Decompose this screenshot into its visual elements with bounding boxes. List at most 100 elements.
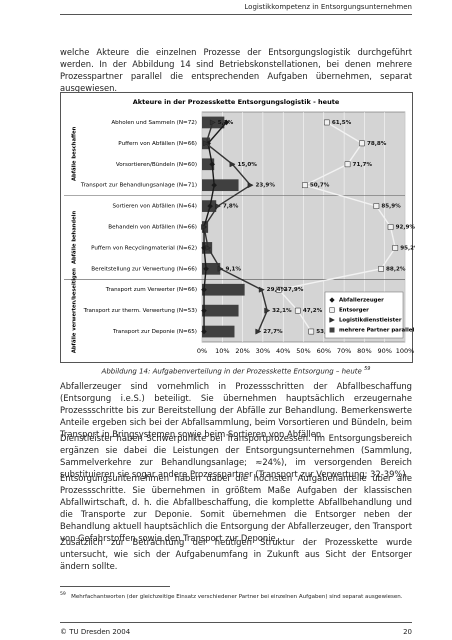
x-tick-label: 10% xyxy=(215,347,229,355)
marker xyxy=(217,265,224,272)
data-label: 61,5% xyxy=(332,120,352,126)
marker xyxy=(214,203,221,210)
legend-label: mehrere Partner parallel xyxy=(339,328,414,334)
marker xyxy=(201,223,208,231)
category-label: Bereitstellung zur Verwertung (N=66) xyxy=(91,266,197,272)
data-label: 27,7% xyxy=(263,329,283,335)
data-label: 85,9% xyxy=(381,204,401,210)
paragraph: Dienstleister haben Schwerpunkte bei Tra… xyxy=(60,433,412,479)
bar xyxy=(202,262,221,275)
marker xyxy=(207,203,214,210)
x-tick-label: 60% xyxy=(317,347,331,355)
marker xyxy=(201,328,207,335)
marker xyxy=(387,224,394,230)
marker xyxy=(392,245,399,251)
marker xyxy=(255,328,262,335)
marker xyxy=(302,182,308,189)
marker xyxy=(359,140,365,147)
marker xyxy=(247,182,254,189)
chart-title: Akteure in der Prozesskette Entsorgungsl… xyxy=(133,98,340,106)
data-label: 47,2% xyxy=(303,308,323,314)
x-tick-label: 70% xyxy=(337,347,351,355)
marker xyxy=(294,307,301,314)
marker xyxy=(258,286,265,293)
marker xyxy=(344,161,351,168)
category-label: Sortieren von Abfällen (N=64) xyxy=(113,204,197,210)
category-label: Puffern von Recyclingmaterial (N=62) xyxy=(91,245,197,251)
marker xyxy=(209,161,216,168)
x-tick-label: 40% xyxy=(276,347,290,355)
group-label: Abfälle beschaffen xyxy=(72,126,78,181)
marker xyxy=(209,119,216,126)
data-label: 9,1% xyxy=(225,266,241,272)
legend-label: Abfallerzeuger xyxy=(339,298,384,304)
data-label: 37,9% xyxy=(284,287,304,293)
x-tick-label: 100% xyxy=(396,347,415,355)
chart: Akteure in der Prozesskette Entsorgungsl… xyxy=(60,92,415,363)
footer-right: 20 xyxy=(403,628,412,636)
category-label: Transport zur Deponie (N=65) xyxy=(112,329,197,335)
group-label: Abfälle verwerten/beseitigen xyxy=(72,268,78,353)
data-label: 71,7% xyxy=(353,162,373,168)
marker xyxy=(308,328,315,335)
legend-box xyxy=(324,291,404,339)
x-tick-label: 80% xyxy=(357,347,371,355)
x-tick-label: 30% xyxy=(256,347,270,355)
category-label: Behandeln von Abfällen (N=66) xyxy=(108,225,197,231)
bar xyxy=(202,158,215,171)
marker xyxy=(276,286,282,293)
legend-label: Entsorger xyxy=(339,308,369,314)
marker xyxy=(205,244,212,251)
group-label: Abfälle behandeln xyxy=(72,211,78,264)
bar xyxy=(202,179,239,192)
legend-marker xyxy=(329,297,335,303)
data-label: 78,8% xyxy=(367,141,387,147)
paragraph: Zusätzlich zur Betrachtung der heutigen … xyxy=(60,537,412,571)
paragraph: Abfallerzeuger sind vornehmlich in Proze… xyxy=(60,381,412,439)
marker xyxy=(201,307,207,314)
footnote-rule xyxy=(60,586,170,587)
marker xyxy=(203,140,210,147)
bar xyxy=(202,283,245,296)
footnote-number: 59 xyxy=(60,592,66,597)
data-label: 5,3% xyxy=(218,120,234,126)
paragraph: welche Akteure die einzelnen Prozesse de… xyxy=(60,47,412,93)
data-label: 15,0% xyxy=(237,162,257,168)
marker xyxy=(203,265,210,272)
paragraph: Entsorgungsunternehmen haben dabei die h… xyxy=(60,473,412,543)
bar xyxy=(202,304,239,317)
bar xyxy=(202,325,235,338)
x-tick-label: 50% xyxy=(296,347,310,355)
category-label: Abholen und Sammeln (N=72) xyxy=(111,120,197,126)
data-label: 92,9% xyxy=(396,225,415,231)
caption-text: Abbildung 14: Aufgabenverteilung in der … xyxy=(101,367,362,376)
header-rule xyxy=(60,14,412,15)
data-label: 23,9% xyxy=(256,183,276,189)
data-label: 50,7% xyxy=(310,183,330,189)
caption-footnote-ref: 59 xyxy=(364,366,371,372)
category-label: Transport zum Verwerter (N=66) xyxy=(105,287,197,293)
marker xyxy=(201,286,207,293)
data-label: 32,1% xyxy=(272,308,292,314)
footer-left: © TU Dresden 2004 xyxy=(60,628,131,636)
footer-rule xyxy=(60,622,412,623)
marker xyxy=(378,265,384,272)
legend-label: Logistikdienstleister xyxy=(339,318,402,324)
x-tick-label: 90% xyxy=(377,347,391,355)
data-label: 7,8% xyxy=(223,204,239,210)
footnote: 59 Mehrfachantworten (der gleichzeitige … xyxy=(60,592,412,600)
category-label: Vorsortieren/Bündeln (N=60) xyxy=(116,162,197,168)
legend-marker xyxy=(329,317,335,323)
category-label: Transport zur Behandlungsanlage (N=71) xyxy=(80,183,197,189)
data-label: 88,2% xyxy=(386,266,406,272)
legend-marker xyxy=(329,307,335,313)
x-tick-label: 20% xyxy=(235,347,249,355)
legend-marker xyxy=(329,327,335,333)
marker xyxy=(373,203,380,209)
marker xyxy=(229,161,236,168)
header-title: Logistikkompetenz in Entsorgungsunterneh… xyxy=(244,3,412,11)
data-label: 29,4% xyxy=(267,287,287,293)
marker xyxy=(223,119,230,126)
x-tick-label: 0% xyxy=(197,347,207,355)
